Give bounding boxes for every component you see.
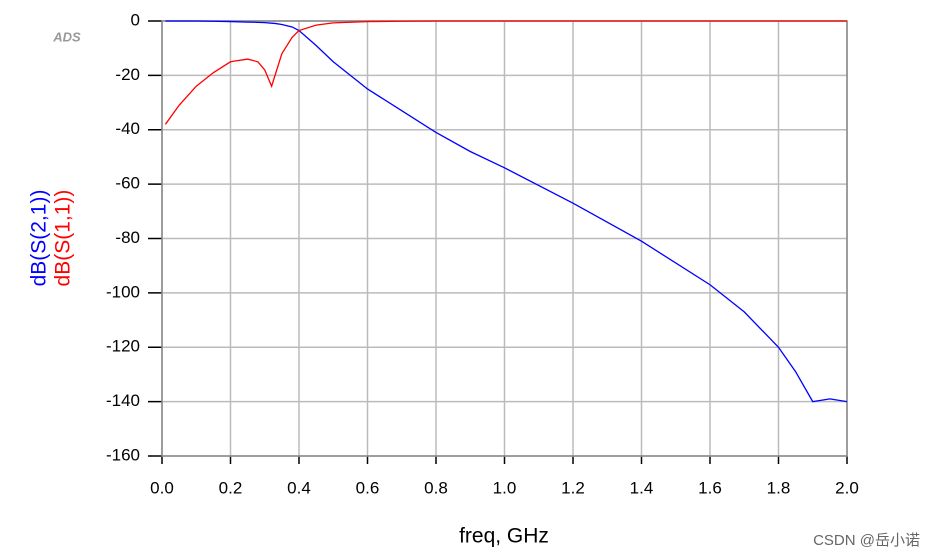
x-axis-label: freq, GHz bbox=[459, 525, 549, 548]
y-tick-label: -120 bbox=[106, 337, 140, 356]
y-tick-label: 0 bbox=[131, 10, 140, 29]
x-tick-label: 0.2 bbox=[219, 478, 243, 497]
y-tick-label: -20 bbox=[115, 65, 140, 84]
x-tick-label: 1.2 bbox=[561, 478, 585, 497]
series-line bbox=[165, 20, 848, 403]
y-tick-label: -60 bbox=[115, 174, 140, 193]
y-tick-label: -140 bbox=[106, 391, 140, 410]
watermark: CSDN @岳小诺 bbox=[813, 532, 920, 549]
x-tick-label: 1.8 bbox=[767, 478, 791, 497]
x-tick-label: 1.0 bbox=[493, 478, 517, 497]
logo: ADS bbox=[52, 29, 81, 44]
y-tick-label: -100 bbox=[106, 282, 140, 301]
y-tick-label: -80 bbox=[115, 228, 140, 247]
x-tick-label: 2.0 bbox=[835, 478, 859, 497]
x-tick-label: 0.0 bbox=[150, 478, 174, 497]
y-tick-label: -160 bbox=[106, 445, 140, 464]
x-tick-label: 1.6 bbox=[698, 478, 722, 497]
x-tick-label: 1.4 bbox=[630, 478, 654, 497]
legend-label: dB(S(1,1)) bbox=[52, 190, 75, 287]
x-tick-label: 0.6 bbox=[356, 478, 380, 497]
legend-label: dB(S(2,1)) bbox=[28, 190, 51, 287]
series-line bbox=[164, 20, 847, 125]
y-tick-label: -40 bbox=[115, 119, 140, 138]
x-tick-label: 0.4 bbox=[287, 478, 311, 497]
x-tick-label: 0.8 bbox=[424, 478, 448, 497]
